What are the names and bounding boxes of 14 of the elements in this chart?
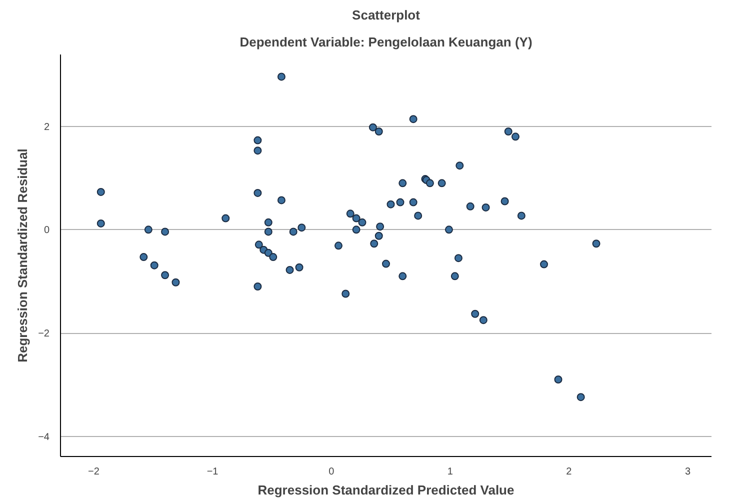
y-tick-label: 0 xyxy=(44,225,50,236)
y-tick-label: 2 xyxy=(44,122,50,133)
x-tick-label: −2 xyxy=(88,466,100,478)
x-tick-label: 1 xyxy=(447,466,454,478)
x-tick-label: 3 xyxy=(684,466,691,478)
x-axis-title: Regression Standardized Predicted Value xyxy=(258,482,514,498)
chart-subtitle: Dependent Variable: Pengelolaan Keuangan (Y) xyxy=(240,34,532,50)
x-tick-label: −1 xyxy=(206,466,219,478)
x-tick-label: 2 xyxy=(566,466,572,478)
x-tick-label: 0 xyxy=(328,466,335,478)
chart-title: Scatterplot xyxy=(352,8,421,22)
y-tick-label: −2 xyxy=(38,328,50,340)
y-axis-title: Regression Standardized Residual xyxy=(15,148,30,362)
y-tick-label: −4 xyxy=(38,432,50,443)
